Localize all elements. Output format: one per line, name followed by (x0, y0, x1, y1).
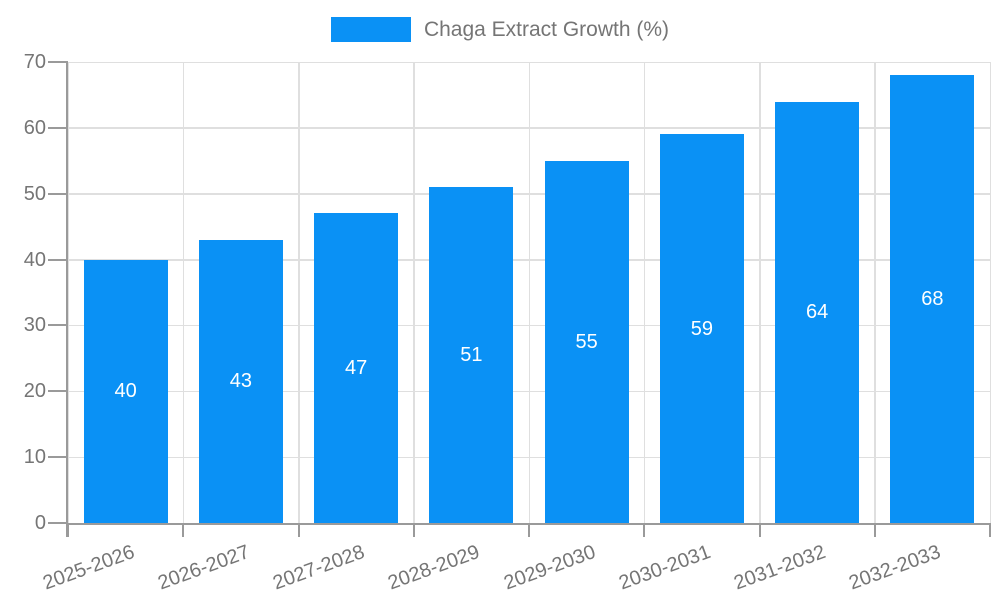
bar-value-label: 59 (690, 317, 713, 340)
bar (429, 187, 514, 523)
x-axis-tick-label: 2027-2028 (270, 541, 368, 595)
x-axis-tick-label: 2030-2031 (615, 541, 714, 595)
bar (659, 134, 744, 523)
y-axis-tick-label: 20 (23, 380, 46, 403)
y-tick (48, 456, 68, 459)
x-gridline (182, 62, 185, 523)
y-axis-tick-label: 70 (23, 51, 46, 73)
legend: Chaga Extract Growth (%) (0, 17, 1000, 42)
bar (314, 213, 399, 523)
y-tick (48, 390, 68, 393)
x-gridline (298, 62, 300, 523)
bar (198, 239, 283, 523)
x-gridline (643, 62, 646, 523)
x-axis-tick-label: 2031-2032 (731, 541, 829, 595)
x-axis-tick-label: 2026-2027 (154, 541, 253, 595)
bar (890, 75, 975, 523)
x-tick (989, 523, 991, 537)
x-axis-tick-label: 2032-2033 (846, 541, 944, 595)
bar-value-label: 55 (575, 330, 598, 353)
y-tick (48, 522, 68, 524)
y-tick (48, 126, 68, 129)
bar (775, 101, 860, 523)
bar-value-label: 68 (921, 288, 944, 311)
x-axis-tick-label: 2029-2030 (500, 541, 599, 595)
y-axis-tick-label: 50 (23, 182, 46, 205)
x-tick (182, 523, 185, 537)
bar-value-label: 47 (345, 357, 368, 380)
y-axis-tick-label: 40 (23, 248, 46, 271)
x-gridline (874, 62, 876, 523)
x-gridline (413, 62, 415, 523)
x-axis-tick-label: 2025-2026 (39, 541, 138, 595)
x-tick (528, 523, 530, 537)
y-tick (48, 192, 68, 195)
y-axis-tick-label: 0 (34, 512, 46, 534)
y-tick (48, 258, 68, 261)
x-tick (297, 523, 300, 537)
y-tick (48, 324, 68, 327)
bar-value-label: 64 (806, 301, 829, 324)
x-axis-line (68, 523, 990, 525)
x-tick (412, 523, 415, 537)
x-gridline (67, 62, 69, 523)
x-tick (873, 523, 876, 537)
bar-value-label: 51 (460, 344, 483, 367)
x-tick (643, 523, 646, 537)
bar (83, 259, 168, 523)
y-axis-line (66, 62, 68, 537)
y-axis-tick-label: 30 (23, 314, 46, 337)
legend-label: Chaga Extract Growth (%) (423, 17, 670, 41)
x-axis-tick-label: 2028-2029 (385, 541, 483, 595)
x-tick (758, 523, 761, 537)
x-tick (67, 523, 69, 537)
bar-value-label: 40 (114, 380, 137, 403)
y-tick (48, 61, 68, 63)
x-gridline (528, 62, 530, 523)
y-axis-tick-label: 60 (23, 116, 46, 139)
x-gridline (759, 62, 761, 523)
y-axis-tick-label: 10 (23, 446, 46, 469)
bar (544, 160, 629, 523)
bar-value-label: 43 (229, 370, 252, 393)
x-gridline (989, 62, 991, 523)
legend-swatch (330, 17, 411, 42)
